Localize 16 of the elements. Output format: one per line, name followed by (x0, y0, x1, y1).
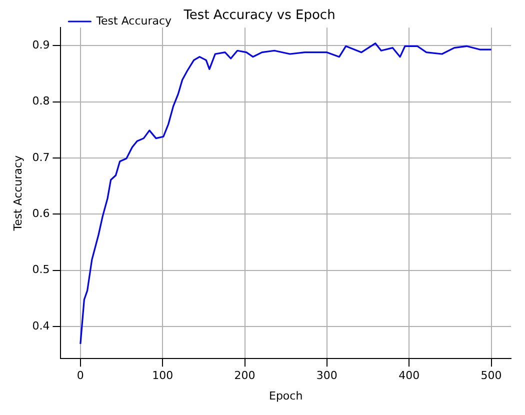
x-tick-label: 300 (316, 369, 338, 382)
x-tick-label: 100 (152, 369, 174, 382)
y-tick-label: 0.9 (32, 38, 50, 52)
chart-title: Test Accuracy vs Epoch (182, 8, 336, 24)
x-tick-label: 200 (234, 369, 256, 382)
y-tick-label: 0.7 (32, 150, 50, 164)
y-tick-label: 0.5 (32, 263, 50, 276)
y-axis-title: Test Accuracy (11, 154, 24, 232)
x-tick-label: 500 (480, 369, 502, 382)
y-tick-label: 0.6 (32, 207, 50, 220)
x-tick-label: 400 (398, 369, 420, 382)
x-axis-title: Epoch (269, 389, 303, 402)
x-tick-label: 0 (76, 369, 84, 382)
y-tick-label: 0.4 (32, 319, 50, 332)
legend-label: Test Accuracy (95, 14, 172, 28)
y-tick-label: 0.8 (32, 94, 50, 108)
